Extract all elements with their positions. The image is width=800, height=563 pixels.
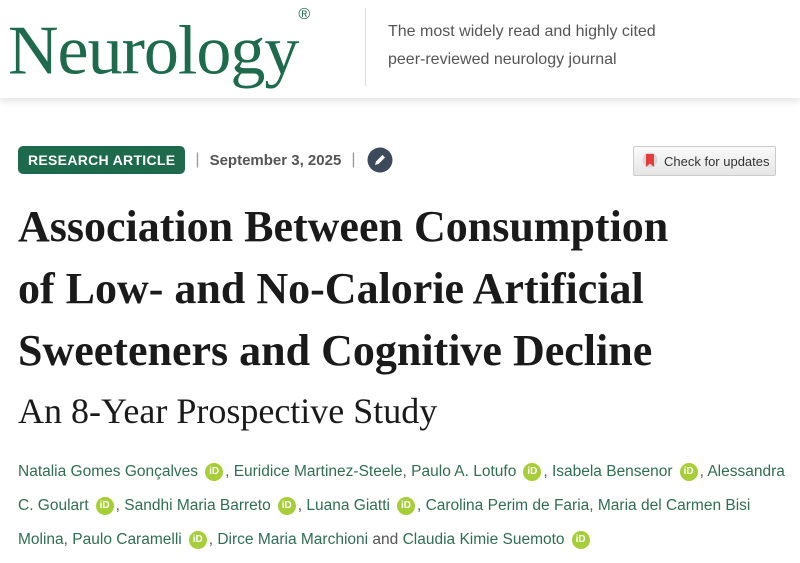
orcid-icon[interactable]: iD xyxy=(679,463,698,481)
author-name[interactable]: Dirce Maria Marchioni xyxy=(217,531,369,548)
author-name[interactable]: Isabela Bensenor xyxy=(551,463,673,480)
header-divider xyxy=(365,8,366,86)
author-name[interactable]: Paulo Caramelli xyxy=(72,531,182,548)
article-type-badge: RESEARCH ARTICLE xyxy=(18,146,186,174)
article-meta: RESEARCH ARTICLE | September 3, 2025 | xyxy=(18,146,393,174)
check-for-updates-label[interactable]: Check for updates xyxy=(664,153,770,169)
tagline: The most widely read and highly cited pe… xyxy=(388,23,656,68)
author-name[interactable]: Natalia Gomes Gonçalves xyxy=(18,463,199,480)
orcid-icon[interactable]: iD xyxy=(277,497,296,515)
conjunction: and xyxy=(372,531,399,548)
orcid-icon[interactable]: iD xyxy=(571,531,590,549)
author-list: Natalia Gomes Gonçalves iD, Euridice Mart… xyxy=(18,455,788,557)
meta-divider: | xyxy=(195,151,200,168)
separator: , xyxy=(208,531,214,548)
orcid-icon[interactable]: iD xyxy=(205,463,224,481)
title-line: Association Between Consumption xyxy=(18,202,669,251)
separator: , xyxy=(416,497,422,514)
separator: , xyxy=(63,531,68,548)
author-name[interactable]: Euridice Martinez-Steele xyxy=(233,463,403,480)
separator: , xyxy=(543,463,548,480)
site-header: Neurology® The most widely read and high… xyxy=(0,0,800,98)
author-name[interactable]: Luana Giatti xyxy=(306,497,390,514)
publication-date: September 3, 2025 xyxy=(209,151,342,169)
separator: , xyxy=(115,497,120,514)
separator: , xyxy=(699,463,704,480)
orcid-icon[interactable]: iD xyxy=(188,531,207,549)
separator: , xyxy=(225,463,230,480)
separator: , xyxy=(402,463,407,480)
title-line: of Low- and No-Calorie Artificial xyxy=(18,264,644,313)
author-name[interactable]: Claudia Kimie Suemoto xyxy=(402,531,565,548)
author-name[interactable]: Sandhi Maria Barreto xyxy=(124,497,271,514)
title-line: Sweeteners and Cognitive Decline xyxy=(18,326,653,375)
separator: , xyxy=(589,497,594,514)
crossmark-icon xyxy=(642,152,658,168)
separator: , xyxy=(297,497,303,514)
logo[interactable]: Neurology® xyxy=(8,0,310,96)
meta-divider: | xyxy=(351,151,356,168)
logo-text[interactable]: Neurology xyxy=(8,12,299,90)
article-subtitle: An 8-Year Prospective Study xyxy=(18,391,438,431)
author-name[interactable]: Maria del Carmen Bisi Molina xyxy=(18,497,751,548)
author-name[interactable]: Alessandra C. Goulart xyxy=(18,463,785,514)
check-for-updates-button[interactable]: Check for updates xyxy=(633,146,776,176)
edit-icon[interactable] xyxy=(367,147,393,173)
logo-mark: ® xyxy=(298,6,310,23)
author-name[interactable]: Carolina Perim de Faria xyxy=(425,497,590,514)
orcid-icon[interactable]: iD xyxy=(523,463,542,481)
author-name[interactable]: Paulo A. Lotufo xyxy=(411,463,517,480)
orcid-icon[interactable]: iD xyxy=(95,497,114,515)
orcid-icon[interactable]: iD xyxy=(396,497,415,515)
article-title: Association Between Consumption of Low- a… xyxy=(18,196,668,382)
